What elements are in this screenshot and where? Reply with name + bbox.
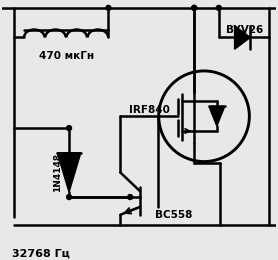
Text: IRF840: IRF840 [129, 105, 170, 115]
Polygon shape [209, 106, 225, 126]
Circle shape [128, 194, 133, 199]
Polygon shape [235, 26, 250, 49]
Circle shape [67, 194, 71, 199]
Text: 32768 Гц: 32768 Гц [12, 248, 70, 258]
Circle shape [106, 5, 111, 10]
Circle shape [216, 5, 221, 10]
Circle shape [192, 5, 197, 10]
Text: BC558: BC558 [155, 210, 192, 220]
Circle shape [192, 5, 197, 10]
Text: 470 мкГн: 470 мкГн [39, 51, 94, 61]
Text: BYV26: BYV26 [226, 25, 263, 35]
Text: 1N4148: 1N4148 [53, 153, 62, 192]
Circle shape [67, 126, 71, 131]
Polygon shape [57, 153, 81, 192]
